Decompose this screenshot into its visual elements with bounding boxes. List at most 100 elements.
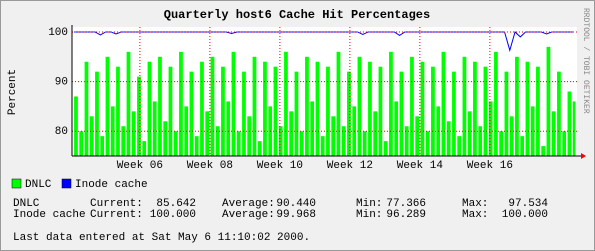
area-bar [494,51,498,156]
area-bar [462,56,467,157]
area-bar [320,136,325,156]
area-bar [515,56,519,157]
x-tick-label: Week 14 [397,160,444,172]
area-bar [142,141,147,156]
stat-text: 100.000 [150,209,196,221]
stat-text: Max: [462,209,488,221]
area-bar [562,131,567,156]
area-bar [105,56,110,157]
area-bar [257,141,262,156]
y-tick-label: 100 [48,27,68,39]
stat-text: 90.440 [276,198,316,210]
area-bar [110,106,115,156]
area-bar [499,131,504,156]
area-bar [247,116,252,156]
area-bar [305,56,309,157]
area-bar [473,61,477,156]
area-bar [341,126,346,156]
side-text: RRDTOOL / TOBI OETIKER [581,8,590,114]
x-tick-label: Week 16 [467,160,513,172]
area-bar [546,46,551,156]
stat-text: Min: [356,198,382,210]
area-bar [200,61,204,156]
stat-text: Min: [356,209,382,221]
area-bar [121,126,126,156]
area-bar [168,66,173,156]
area-bar [236,131,241,156]
area-bar [84,61,89,156]
area-bar [221,66,225,156]
area-bar [394,101,399,156]
area-bar [530,106,535,156]
area-bar [189,71,194,156]
area-bar [520,136,525,156]
area-bar [504,71,509,156]
x-tick-label: Week 12 [327,160,373,172]
area-bar [299,131,304,156]
area-bar [95,71,99,156]
area-bar [336,51,341,156]
area-bar [152,101,157,156]
x-tick-label: Week 10 [257,160,303,172]
area-bar [399,71,404,156]
area-bar [441,51,446,156]
stat-text: DNLC [13,198,40,210]
area-bar [310,101,315,156]
area-bar [551,111,556,156]
area-bar [488,101,493,156]
area-bar [446,121,451,156]
area-bar [273,66,278,156]
y-tick-label: 80 [55,126,68,138]
area-bar [252,56,257,157]
area-bar [226,101,231,156]
area-bar [278,126,283,156]
area-bar [294,71,299,156]
area-bar [179,51,183,156]
area-bar [79,131,84,156]
stat-text: Average: [222,198,275,210]
area-bar [383,141,388,156]
stat-text: 96.289 [386,209,426,221]
y-axis-label: Percent [7,69,19,115]
area-bar [163,121,168,156]
area-bar [467,111,472,156]
chart-title: Quarterly host6 Cache Hit Percentages [164,8,430,22]
x-tick-label: Week 08 [187,160,233,172]
area-bar [483,66,488,156]
area-bar [242,71,246,156]
area-bar [525,61,530,156]
area-bar [126,51,131,156]
area-bar [541,146,546,156]
area-bar [572,101,576,156]
footer: Last data entered at Sat May 6 11:10:02 … [13,232,310,244]
area-bar [331,116,336,156]
area-bar [231,51,236,156]
area-bar [362,131,367,156]
area-bar [263,61,267,156]
stat-text: 100.000 [502,209,548,221]
stat-text: Inode cache [13,209,86,221]
stat-text: Max: [462,198,488,210]
legend-swatch [61,178,72,189]
area-bar [478,126,483,156]
area-bar [74,96,78,156]
area-bar [100,136,105,156]
area-bar [431,66,435,156]
area-bar [509,116,514,156]
legend-swatch [11,178,22,189]
area-bar [89,116,94,156]
x-tick-label: Week 06 [117,160,163,172]
area-bar [173,131,178,156]
stat-text: Current: [90,209,143,221]
area-bar [378,66,383,156]
area-bar [420,61,425,156]
area-bar [536,66,540,156]
area-bar [425,131,430,156]
area-bar [205,111,210,156]
area-bar [284,51,288,156]
area-bar [452,71,456,156]
area-bar [457,136,462,156]
stat-text: 85.642 [156,198,196,210]
area-bar [158,56,162,157]
